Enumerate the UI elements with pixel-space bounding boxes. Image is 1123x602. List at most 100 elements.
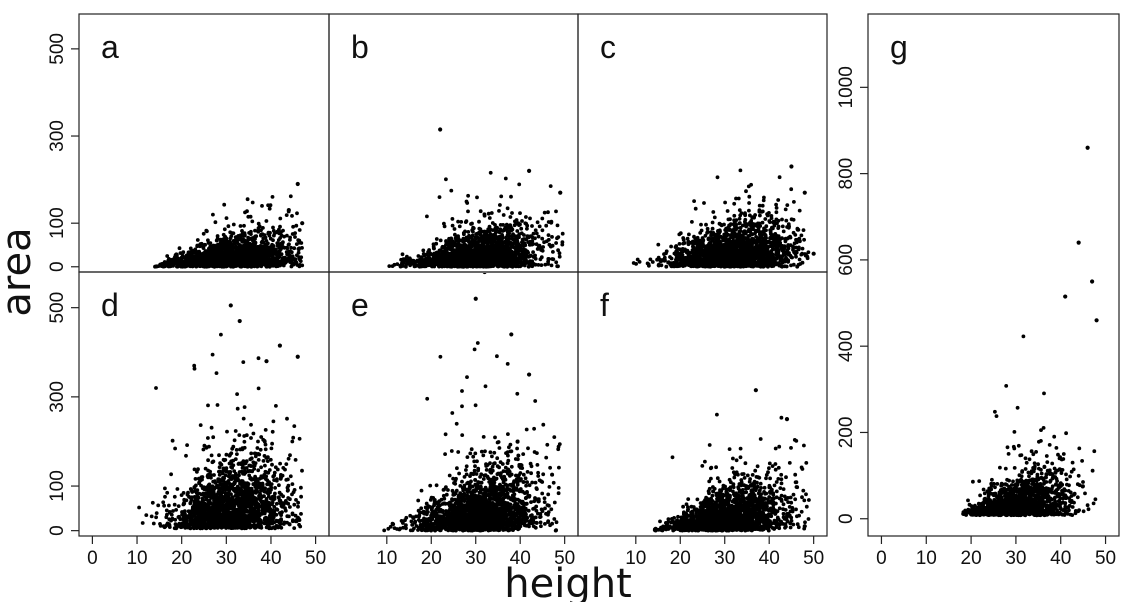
point: [692, 199, 696, 204]
point: [266, 203, 270, 208]
point: [464, 199, 469, 204]
point: [159, 263, 163, 268]
point: [293, 260, 298, 265]
point: [441, 256, 446, 261]
point: [400, 259, 405, 264]
point: [470, 259, 475, 263]
point: [282, 258, 286, 263]
point: [438, 238, 443, 243]
point: [439, 249, 443, 253]
point: [249, 262, 254, 266]
point: [732, 201, 737, 206]
point: [248, 214, 253, 219]
point: [267, 245, 272, 250]
point: [493, 247, 497, 252]
point: [474, 236, 479, 241]
point: [454, 235, 459, 240]
scatter-points: [387, 127, 565, 269]
point: [466, 246, 470, 250]
point: [725, 209, 730, 213]
point: [199, 253, 204, 258]
point: [669, 264, 674, 269]
point: [519, 263, 524, 267]
point: [272, 231, 277, 236]
point: [247, 237, 252, 242]
point: [703, 233, 708, 238]
point: [222, 227, 227, 232]
point: [498, 223, 503, 227]
point: [245, 197, 250, 202]
point: [726, 217, 731, 222]
point: [800, 246, 805, 251]
point: [782, 264, 787, 269]
point: [508, 215, 513, 219]
point: [469, 244, 474, 249]
y-tick-label: 100: [47, 207, 68, 239]
point: [227, 246, 232, 251]
point: [542, 210, 547, 215]
point: [297, 255, 301, 260]
point: [449, 242, 454, 246]
point: [517, 257, 522, 261]
point: [215, 234, 220, 238]
point: [222, 202, 227, 207]
point: [162, 261, 167, 266]
point: [474, 256, 479, 261]
point: [198, 264, 202, 268]
point: [486, 211, 491, 216]
point: [662, 252, 666, 256]
point: [226, 242, 231, 247]
point: [524, 261, 528, 265]
point: [296, 238, 301, 243]
point: [269, 253, 273, 258]
point: [797, 257, 802, 262]
point: [757, 208, 762, 213]
point: [287, 242, 291, 247]
point: [517, 245, 522, 250]
point: [499, 261, 504, 266]
point: [440, 260, 444, 265]
point: [509, 261, 514, 265]
point: [487, 253, 492, 258]
point: [232, 260, 237, 265]
point: [676, 247, 681, 251]
point: [206, 238, 210, 243]
point: [774, 217, 779, 222]
point: [457, 224, 462, 229]
point: [497, 209, 501, 213]
point: [291, 224, 295, 229]
point: [780, 217, 784, 222]
point: [421, 248, 426, 253]
point: [271, 238, 275, 243]
point: [763, 217, 768, 221]
point: [400, 252, 405, 257]
point: [220, 263, 225, 267]
point: [255, 262, 260, 267]
point: [244, 239, 249, 243]
point: [166, 259, 171, 263]
point: [554, 209, 558, 214]
point: [240, 239, 245, 244]
point: [285, 246, 290, 251]
point: [481, 229, 486, 234]
point: [531, 250, 535, 255]
point: [295, 211, 299, 216]
scatter-points: [631, 164, 816, 269]
point: [743, 219, 747, 224]
y-tick-label: 500: [47, 33, 68, 65]
point: [177, 246, 182, 251]
point: [296, 250, 301, 255]
point: [489, 259, 494, 264]
point: [678, 231, 683, 236]
point: [483, 259, 488, 264]
point: [556, 248, 560, 253]
point: [428, 263, 433, 267]
outlier-point: [526, 168, 532, 173]
point: [459, 220, 464, 224]
point: [175, 253, 179, 257]
point: [789, 263, 793, 268]
point: [528, 241, 533, 246]
point: [455, 244, 459, 249]
point: [496, 250, 500, 255]
point: [687, 232, 691, 237]
